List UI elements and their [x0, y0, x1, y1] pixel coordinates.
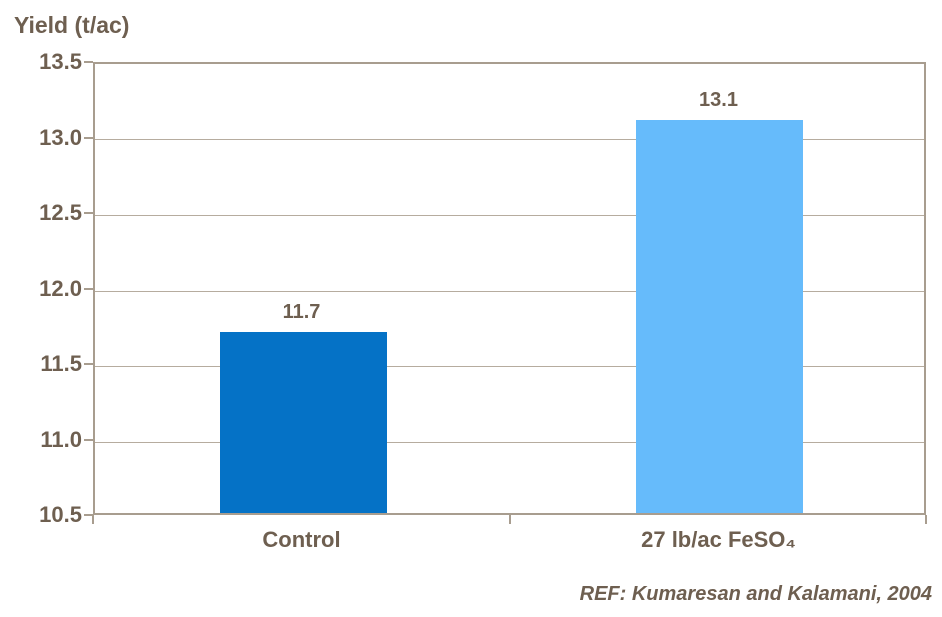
- bar: [636, 120, 803, 513]
- bar-value-label: 11.7: [282, 301, 321, 323]
- y-tick-mark: [84, 363, 93, 365]
- y-tick-mark: [84, 514, 93, 516]
- y-axis-title: Yield (t/ac): [14, 12, 130, 38]
- x-category-label: 27 lb/ac FeSO₄: [641, 527, 796, 552]
- y-tick-mark: [84, 288, 93, 290]
- gridline: [95, 215, 924, 216]
- gridline: [95, 366, 924, 367]
- y-tick-mark: [84, 61, 93, 63]
- y-tick-mark: [84, 137, 93, 139]
- reference-citation: REF: Kumaresan and Kalamani, 2004: [579, 583, 932, 605]
- x-tick-mark: [925, 515, 927, 524]
- y-tick-label: 13.5: [39, 49, 82, 74]
- x-tick-mark: [509, 515, 511, 524]
- bar-value-label: 13.1: [699, 89, 738, 111]
- y-tick-label: 12.5: [39, 200, 82, 225]
- x-tick-mark: [92, 515, 94, 524]
- y-tick-label: 11.5: [40, 351, 82, 376]
- y-tick-label: 12.0: [39, 276, 82, 301]
- x-category-label: Control: [262, 527, 341, 552]
- y-tick-label: 11.0: [40, 427, 82, 452]
- plot-area: [93, 62, 926, 515]
- gridline: [95, 442, 924, 443]
- gridline: [95, 291, 924, 292]
- bar: [220, 332, 387, 513]
- y-tick-mark: [84, 439, 93, 441]
- gridline: [95, 139, 924, 140]
- y-tick-label: 13.0: [39, 125, 82, 150]
- y-tick-mark: [84, 212, 93, 214]
- y-tick-label: 10.5: [39, 502, 82, 527]
